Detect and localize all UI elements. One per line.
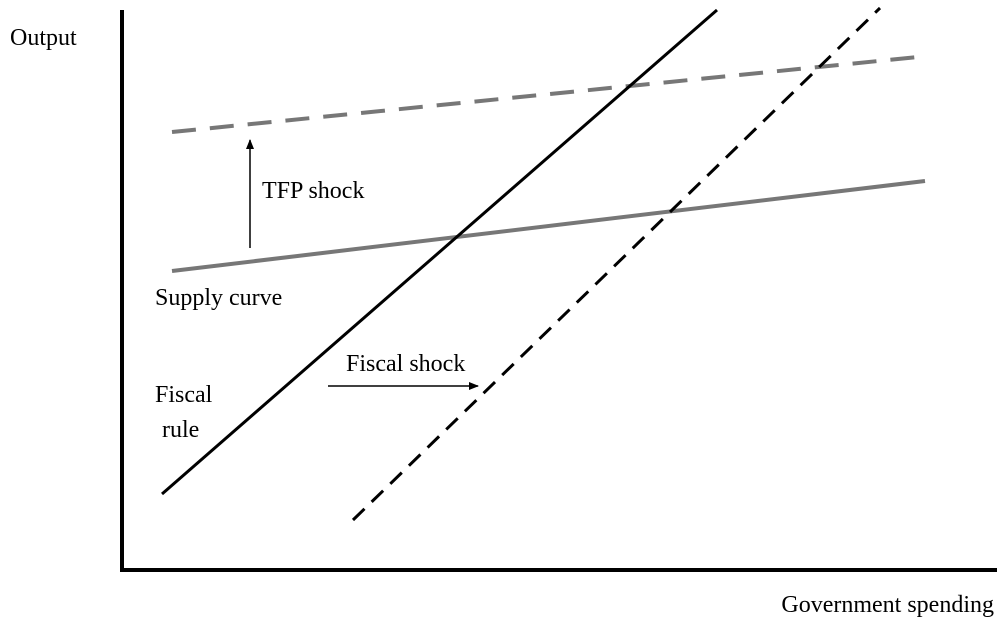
x-axis-label: Government spending (781, 592, 994, 618)
fiscal-rule-line (161, 8, 718, 496)
fiscal-rule-label: rule (162, 417, 199, 443)
y-axis-label: Output (10, 25, 77, 51)
fiscal-rule-label: Fiscal (155, 382, 213, 408)
supply-curve (171, 179, 926, 273)
shifted-fiscal-rule (351, 6, 882, 522)
supply-curve-label: Supply curve (155, 285, 282, 311)
tfp-shock-label: TFP shock (262, 178, 364, 204)
shifted-supply-curve (171, 54, 929, 134)
fiscal-shock-label: Fiscal shock (346, 351, 465, 377)
